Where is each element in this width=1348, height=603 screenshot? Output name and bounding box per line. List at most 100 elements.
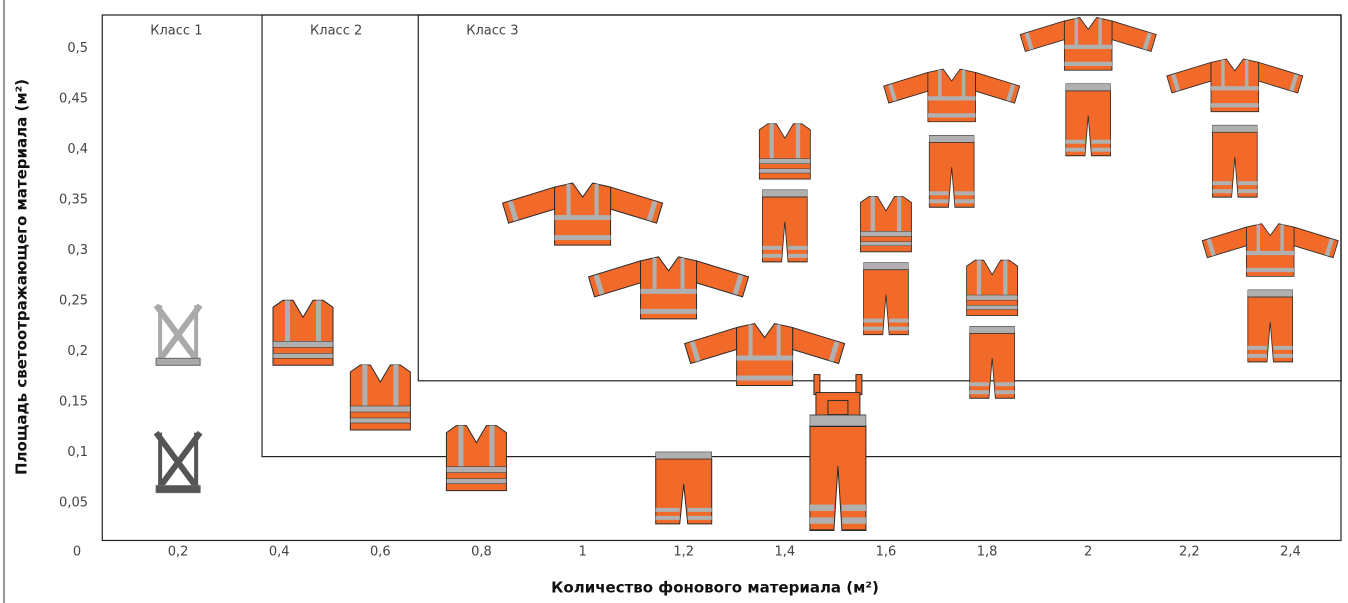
garment-icon [685,324,845,386]
icon-part [1003,260,1007,297]
icon-part [1248,297,1293,362]
icon-part [759,124,810,179]
icon-part [1248,290,1293,362]
icon-part [362,365,367,408]
x-tick-label: 1,4 [774,545,795,560]
icon-part [889,319,908,323]
icon-part [938,70,941,98]
icon-part [970,382,989,386]
icon-part [1098,18,1101,46]
icon-part [1257,225,1260,253]
y-tick-label: 0,2 [67,344,88,359]
icon-part [595,184,599,217]
icon-part [681,258,685,291]
icon-part [656,459,712,524]
y-axis-title: Площадь светоотражающего материала (м²) [13,79,31,475]
icon-part [1238,189,1257,193]
garment-icon [1020,18,1156,156]
icon-part [1020,18,1156,71]
icon-part [955,191,974,195]
icon-part [762,190,807,197]
icon-part [1211,86,1259,90]
icon-part [156,486,200,493]
icon-part [759,159,810,164]
garment-icon [503,183,663,245]
icon-part [962,70,965,98]
icon-part [884,69,1020,122]
icon-part [1066,84,1111,156]
x-tick-label: 0,2 [168,545,189,560]
icon-part [967,295,1018,300]
x-tick-label: 0 [73,545,81,560]
icon-part [1246,268,1294,272]
x-tick-label: 2 [1084,545,1092,560]
icon-part [1212,125,1257,132]
y-tick-label: 0,25 [59,293,88,308]
y-tick-label: 0,15 [59,395,88,410]
icon-part [967,260,1018,315]
icon-part [856,375,862,395]
icon-part [864,319,883,323]
garment-icon [156,305,200,365]
icon-part [1066,91,1111,156]
icon-part [864,270,909,335]
y-tick-label: 0,5 [67,41,88,56]
icon-part [810,505,834,511]
icon-part [955,199,974,203]
icon-part [770,124,774,161]
y-tick-label: 0,45 [59,91,88,106]
icon-part [864,327,883,331]
icon-part [156,358,200,365]
icon-part [1248,290,1293,297]
icon-part [1238,181,1257,185]
icon-part [1221,60,1224,88]
icon-part [810,415,866,426]
icon-part [1064,45,1112,49]
icon-part [273,353,333,358]
garment-icon [273,300,333,365]
icon-part [273,341,333,347]
chart: Количество фонового материала (м²) Площа… [0,0,1348,603]
x-tick-label: 1 [578,545,586,560]
icon-part [446,479,506,484]
icon-part [970,326,1015,333]
y-tick-label: 0,4 [67,142,88,157]
icon-part [1066,84,1111,91]
icon-part [749,325,753,358]
icon-part [777,325,781,358]
x-tick-label: 2,2 [1179,545,1200,560]
icon-part [567,184,571,217]
icon-part [864,263,909,335]
garment-icon [446,426,506,491]
icon-part [810,426,866,530]
garment-icon [1202,224,1338,362]
icon-part [489,426,494,469]
icon-part [555,215,611,220]
icon-part [1075,18,1078,46]
icon-part [285,300,290,343]
icon-part [555,235,611,240]
icon-part [977,260,981,297]
icon-part [1273,354,1292,358]
icon-part [860,197,911,252]
icon-part [897,197,901,234]
icon-part [1246,251,1294,255]
icon-part [860,231,911,236]
icon-part [967,305,1018,309]
garment-icon [656,452,712,524]
icon-part [688,508,712,512]
x-tick-label: 0,4 [269,545,290,560]
icon-part [762,190,807,262]
icon-part [929,135,974,207]
icon-part [1066,148,1085,152]
class-label: Класс 1 [150,24,202,39]
class-label: Класс 3 [466,24,518,39]
icon-part [762,197,807,262]
icon-part [393,365,398,408]
icon-part [641,289,697,294]
icon-part [970,326,1015,398]
icon-part [641,309,697,314]
icon-part [350,406,410,412]
icon-part [762,254,781,258]
icon-part [1202,224,1338,277]
